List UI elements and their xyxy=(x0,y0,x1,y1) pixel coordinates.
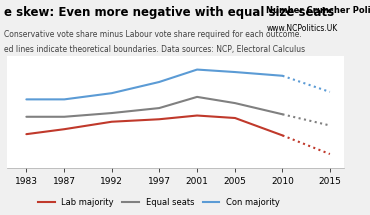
Text: Number Cruncher Politics: Number Cruncher Politics xyxy=(266,6,370,15)
Text: Conservative vote share minus Labour vote share required for each outcome.: Conservative vote share minus Labour vot… xyxy=(4,30,302,39)
Text: e skew: Even more negative with equal size seats: e skew: Even more negative with equal si… xyxy=(4,6,334,19)
Text: ed lines indicate theoretical boundaries. Data sources: NCP, Electoral Calculus: ed lines indicate theoretical boundaries… xyxy=(4,45,305,54)
Legend: Lab majority, Equal seats, Con majority: Lab majority, Equal seats, Con majority xyxy=(35,195,283,210)
Text: www.NCPolitics.UK: www.NCPolitics.UK xyxy=(266,24,338,33)
